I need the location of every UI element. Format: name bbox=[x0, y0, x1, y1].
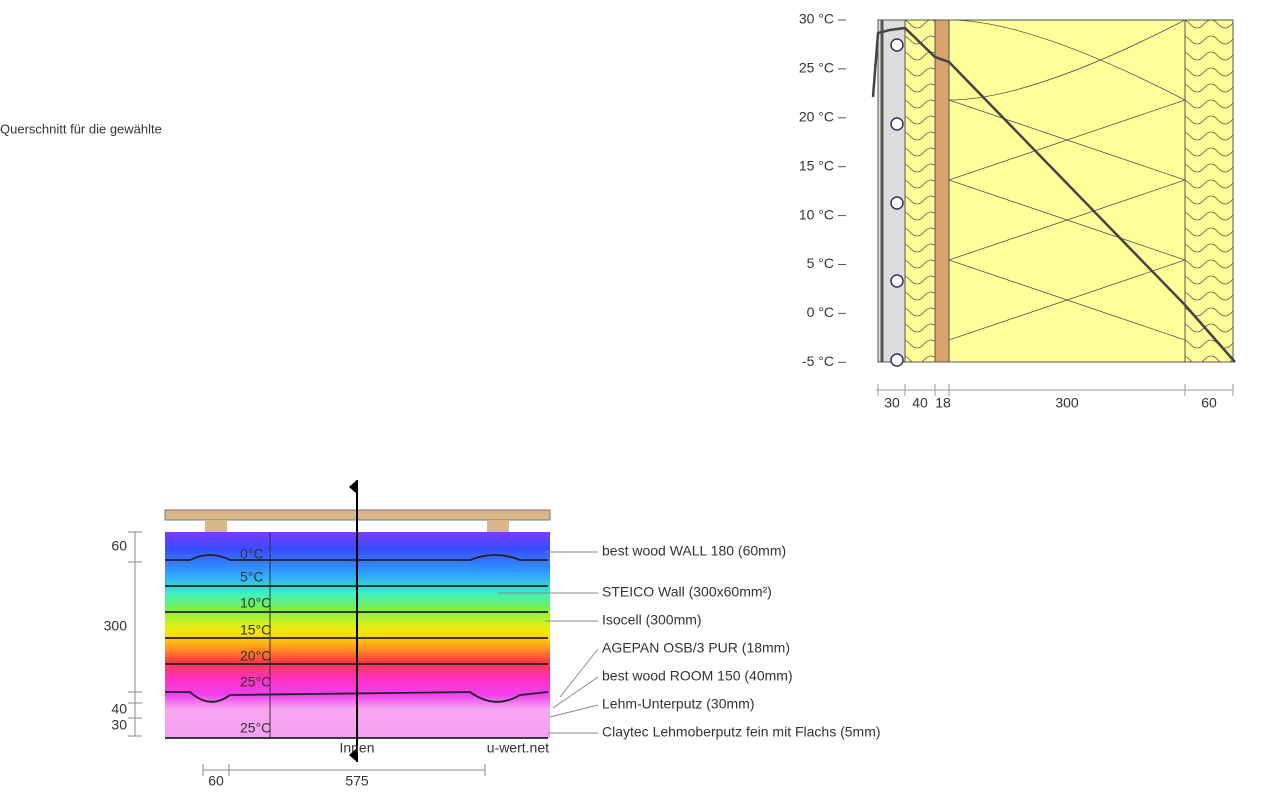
y-axis-label: 20 °C bbox=[799, 109, 834, 125]
layer-width: 18 bbox=[935, 395, 951, 411]
layer-label: Lehm-Unterputz (30mm) bbox=[602, 696, 755, 712]
leader-lines bbox=[498, 551, 599, 734]
layer-width: 40 bbox=[912, 395, 928, 411]
y-axis-label: 5 °C bbox=[807, 255, 834, 271]
layer-label: Claytec Lehmoberputz fein mit Flachs (5m… bbox=[602, 724, 881, 740]
layer-label: best wood WALL 180 (60mm) bbox=[602, 543, 786, 559]
y-axis-label: 0 °C bbox=[807, 304, 834, 320]
isotherm-label: 20°C bbox=[240, 648, 271, 664]
layer-label: best wood ROOM 150 (40mm) bbox=[602, 668, 793, 684]
y-axis-label: 30 °C bbox=[799, 11, 834, 27]
layer-width: 300 bbox=[1055, 395, 1079, 411]
isotherm-label: 15°C bbox=[240, 622, 271, 638]
intro-text: Querschnitt für die gewählte bbox=[0, 121, 162, 136]
layer-label: Isocell (300mm) bbox=[602, 612, 702, 628]
layer-diagram bbox=[871, 19, 1236, 391]
layer-width: 60 bbox=[1201, 395, 1217, 411]
isotherm-label: 25°C bbox=[240, 720, 271, 736]
y-axis-label: -5 °C bbox=[802, 353, 834, 369]
side-label: Innen bbox=[339, 740, 374, 756]
watermark: u-wert.net bbox=[487, 740, 549, 756]
dimension-label: 575 bbox=[345, 773, 369, 789]
layer-label: AGEPAN OSB/3 PUR (18mm) bbox=[602, 640, 790, 656]
isotherm-label: 25°C bbox=[240, 674, 271, 690]
dimension-label: 60 bbox=[208, 773, 224, 789]
dimension-label: 60 bbox=[111, 538, 127, 554]
layer-width: 30 bbox=[884, 395, 900, 411]
layer-label: STEICO Wall (300x60mm²) bbox=[602, 584, 772, 600]
dimension-label: 300 bbox=[104, 618, 128, 634]
dimension-label: 30 bbox=[111, 717, 127, 733]
dimension-label: 40 bbox=[111, 701, 127, 717]
y-axis-label: 25 °C bbox=[799, 60, 834, 76]
thermal-section bbox=[134, 480, 551, 771]
isotherm-label: 0°C bbox=[240, 546, 264, 562]
y-axis-label: 15 °C bbox=[799, 157, 834, 173]
y-axis-label: 10 °C bbox=[799, 206, 834, 222]
isotherm-label: 5°C bbox=[240, 569, 264, 585]
isotherm-label: 10°C bbox=[240, 595, 271, 611]
